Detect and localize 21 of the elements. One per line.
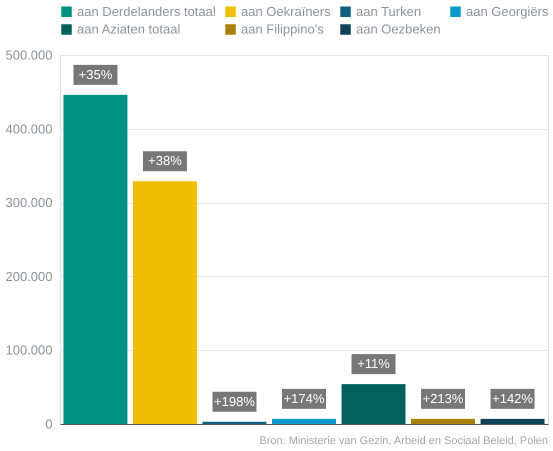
legend-label: aan Georgiërs [466, 4, 549, 19]
legend-label: aan Oezbeken [356, 22, 441, 36]
y-tick-label: 500.000 [6, 48, 52, 62]
annotation: +38% [148, 153, 182, 168]
legend-label: aan Filippino's [241, 22, 324, 36]
legend-label: aan Turken [356, 4, 422, 19]
y-tick-label: 200.000 [6, 268, 52, 284]
y-tick-label: 400.000 [6, 121, 52, 136]
y-tick-label: 300.000 [6, 195, 52, 210]
text: Bron: Ministerie van Gezin, Arbeid en Sociaal Beleid, Polen [259, 435, 548, 447]
annotation: +142% [492, 390, 534, 406]
annotation: +213% [422, 390, 464, 406]
annotation: +198% [214, 394, 256, 409]
legend-label: aan Aziaten totaal [77, 22, 180, 36]
annotation: +35% [78, 66, 113, 82]
annotation: +11% [357, 356, 390, 372]
annotation: +174% [284, 390, 325, 406]
y-tick-label: 0 [45, 416, 52, 432]
legend-label: aan Oekraïners [241, 4, 332, 19]
legend-label: aan Derdelanders totaal [77, 4, 216, 19]
y-tick-label: 100.000 [6, 342, 52, 358]
